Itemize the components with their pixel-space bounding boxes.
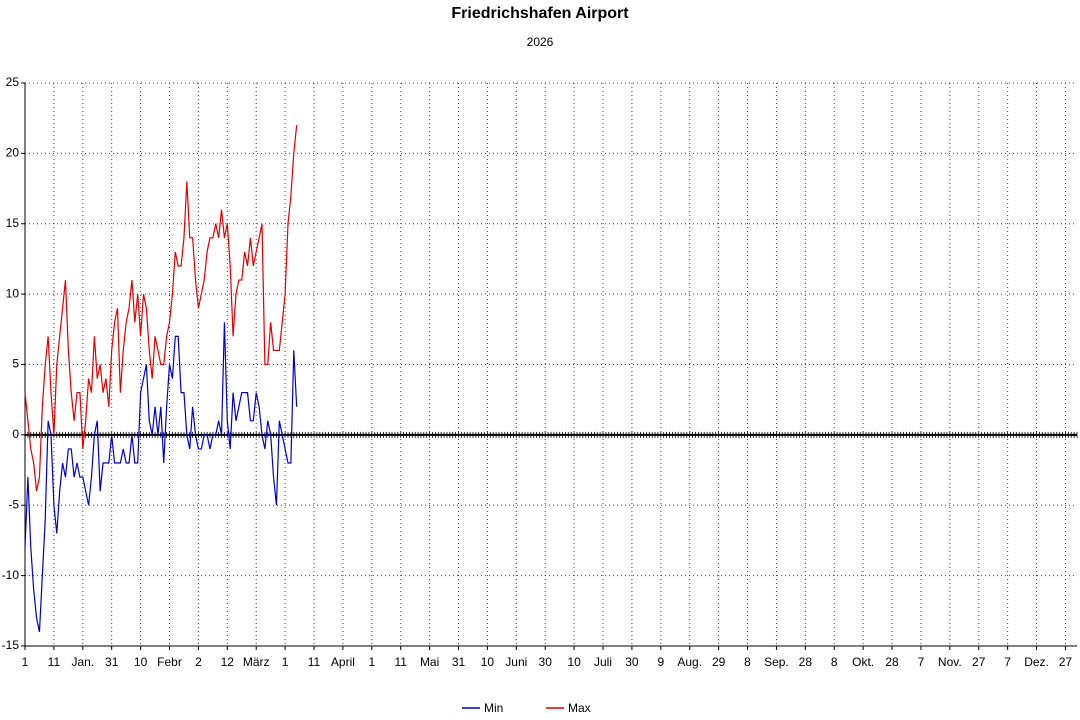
x-tick-label: 27 <box>972 655 986 669</box>
x-tick-label: 11 <box>48 655 61 669</box>
x-tick-label: 11 <box>308 655 321 669</box>
day-ticks <box>24 431 1078 438</box>
x-tick-label: Jan. <box>71 655 94 669</box>
x-tick-label: März <box>243 655 270 669</box>
x-tick-label: 29 <box>712 655 726 669</box>
series-line <box>24 125 298 492</box>
x-tick-label: 10 <box>481 655 495 669</box>
x-tick-label: 30 <box>625 655 639 669</box>
y-tick-label: 20 <box>6 146 20 160</box>
x-tick-label: 7 <box>1004 655 1011 669</box>
x-tick-label: Okt. <box>852 655 874 669</box>
y-tick-label: -5 <box>8 497 19 511</box>
x-tick-label: 10 <box>134 655 148 669</box>
x-tick-label: 12 <box>221 655 235 669</box>
legend-label: Min <box>484 701 503 715</box>
y-tick-label: 5 <box>12 357 19 371</box>
x-tick-label: Sep. <box>764 655 789 669</box>
x-tick-label: 7 <box>918 655 925 669</box>
x-tick-label: 28 <box>799 655 813 669</box>
x-tick-label: 11 <box>394 655 407 669</box>
y-tick-label: 25 <box>6 75 20 89</box>
x-tick-label: 8 <box>744 655 751 669</box>
x-tick-label: 9 <box>657 655 664 669</box>
x-tick-label: 8 <box>831 655 838 669</box>
y-tick-label: 15 <box>6 216 20 230</box>
chart-title: Friedrichshafen Airport <box>451 5 629 22</box>
x-tick-label: Dez. <box>1024 655 1049 669</box>
x-tick-label: 1 <box>368 655 375 669</box>
x-tick-label: 1 <box>282 655 289 669</box>
x-tick-label: Aug. <box>677 655 702 669</box>
y-tick-label: -10 <box>2 568 20 582</box>
x-tick-label: Juli <box>594 655 612 669</box>
x-tick-label: April <box>331 655 355 669</box>
x-tick-label: 2 <box>195 655 202 669</box>
x-tick-label: 31 <box>105 655 119 669</box>
y-tick-label: -15 <box>2 638 20 652</box>
x-tick-label: 27 <box>1059 655 1073 669</box>
x-tick-label: Juni <box>505 655 527 669</box>
x-tick-label: 1 <box>22 655 29 669</box>
x-tick-label: Mai <box>420 655 439 669</box>
x-tick-label: 28 <box>885 655 899 669</box>
x-tick-label: 30 <box>539 655 553 669</box>
x-tick-label: 31 <box>452 655 466 669</box>
legend-label: Max <box>568 701 591 715</box>
series-line <box>24 322 298 633</box>
chart-subtitle: 2026 <box>527 35 554 49</box>
x-tick-label: 10 <box>567 655 581 669</box>
x-tick-label: Febr <box>157 655 182 669</box>
y-tick-label: 10 <box>6 286 20 300</box>
x-tick-label: Nov. <box>938 655 962 669</box>
y-tick-label: 0 <box>12 427 19 441</box>
